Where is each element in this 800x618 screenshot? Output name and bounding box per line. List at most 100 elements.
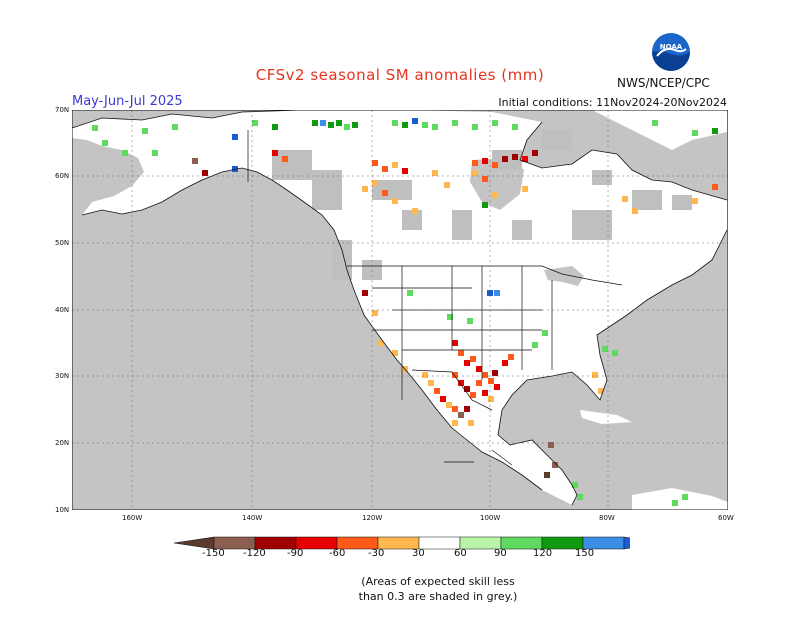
anomaly-cell <box>522 156 528 162</box>
political-borders <box>247 130 623 466</box>
anomaly-cell <box>472 170 478 176</box>
anomaly-cell <box>612 350 618 356</box>
skill-note-line2: than 0.3 are shaded in grey.) <box>358 590 518 603</box>
anomaly-cell <box>532 150 538 156</box>
colorbar-label: -150 <box>202 548 225 559</box>
hudson-bay <box>470 158 524 210</box>
cuba-landmass <box>580 410 632 424</box>
anomaly-cell <box>458 350 464 356</box>
anomaly-cell <box>372 160 378 166</box>
anomaly-cell <box>452 420 458 426</box>
anomaly-cell <box>458 380 464 386</box>
colorbar-label: -90 <box>287 548 304 559</box>
lat-label-60n: 60N <box>55 172 70 180</box>
anomaly-cell <box>392 350 398 356</box>
colorbar-arrow-right <box>623 536 630 550</box>
anomaly-cell <box>712 184 718 190</box>
low-skill-grey-areas <box>272 130 692 280</box>
anomaly-cell <box>336 120 342 126</box>
anomaly-cell <box>372 180 378 186</box>
anomaly-cell <box>422 372 428 378</box>
skill-note-line1: (Areas of expected skill less <box>361 575 515 588</box>
anomaly-cell <box>548 442 554 448</box>
lat-label-10n: 10N <box>55 506 70 514</box>
colorbar-label: -60 <box>329 548 346 559</box>
anomaly-cell <box>470 356 476 362</box>
north-america-landmass <box>72 110 727 505</box>
initial-conditions: Initial conditions: 11Nov2024-20Nov2024 <box>498 96 727 109</box>
low-skill-block <box>272 150 312 180</box>
anomaly-cell <box>444 182 450 188</box>
anomaly-cell <box>672 500 678 506</box>
colorbar-label: 60 <box>454 548 467 559</box>
map-panel <box>72 110 728 510</box>
anomaly-cell <box>482 158 488 164</box>
anomaly-cell <box>692 198 698 204</box>
anomaly-cell <box>432 124 438 130</box>
anomaly-cell <box>472 160 478 166</box>
colorbar-label: 150 <box>575 548 595 559</box>
low-skill-block <box>332 240 352 280</box>
anomaly-cell <box>452 406 458 412</box>
anomaly-cell <box>192 158 198 164</box>
low-skill-block <box>312 170 342 210</box>
anomaly-cell <box>102 140 108 146</box>
anomaly-cell <box>412 208 418 214</box>
season-label: May-Jun-Jul 2025 <box>72 94 183 109</box>
anomaly-cell <box>482 372 488 378</box>
anomaly-cell <box>502 156 508 162</box>
agency-label: NWS/NCEP/CPC <box>617 76 710 90</box>
anomaly-cell <box>598 388 604 394</box>
anomaly-cell <box>622 196 628 202</box>
anomaly-cell <box>92 125 98 131</box>
anomaly-cell <box>152 150 158 156</box>
anomaly-cell <box>492 192 498 198</box>
anomaly-cell <box>282 156 288 162</box>
anomaly-cell <box>712 128 718 134</box>
coastline-outline <box>72 110 728 506</box>
anomaly-cell <box>467 318 473 324</box>
anomaly-cell <box>142 128 148 134</box>
anomaly-cell <box>312 120 318 126</box>
anomaly-cell <box>402 168 408 174</box>
lat-label-50n: 50N <box>55 239 70 247</box>
lon-label-60w: 60W <box>718 514 734 522</box>
anomaly-cell <box>172 124 178 130</box>
lon-label-140w: 140W <box>242 514 263 522</box>
anomaly-cell <box>494 384 500 390</box>
anomaly-cell <box>372 310 378 316</box>
anomaly-cell <box>432 170 438 176</box>
colorbar-label: -30 <box>368 548 385 559</box>
anomaly-cell <box>344 124 350 130</box>
anomaly-cell <box>552 462 558 468</box>
anomaly-cell <box>252 120 258 126</box>
low-skill-block <box>632 190 662 210</box>
anomaly-cell <box>377 340 383 346</box>
anomaly-cell <box>407 290 413 296</box>
anomaly-cell <box>602 346 608 352</box>
lat-label-20n: 20N <box>55 439 70 447</box>
anomaly-cell <box>202 170 208 176</box>
anomaly-cell <box>468 420 474 426</box>
anomaly-cell <box>488 396 494 402</box>
anomaly-cell <box>652 120 658 126</box>
anomaly-cell <box>412 118 418 124</box>
low-skill-block <box>402 210 422 230</box>
anomaly-cell <box>328 122 334 128</box>
anomaly-cell <box>542 330 548 336</box>
anomaly-cell <box>272 124 278 130</box>
anomaly-cell <box>382 190 388 196</box>
greenland-landmass <box>592 110 727 150</box>
noaa-logo: NOAA <box>652 33 690 71</box>
graticule <box>72 110 728 510</box>
map-title: CFSv2 seasonal SM anomalies (mm) <box>255 66 545 84</box>
anomaly-cell <box>464 406 470 412</box>
anomaly-cell <box>452 372 458 378</box>
low-skill-block <box>512 220 532 240</box>
anomaly-cell <box>632 208 638 214</box>
anomaly-cell <box>452 120 458 126</box>
anomaly-cell <box>320 120 326 126</box>
anomaly-cell <box>544 472 550 478</box>
lon-label-100w: 100W <box>480 514 501 522</box>
colorbar-label: 90 <box>494 548 507 559</box>
